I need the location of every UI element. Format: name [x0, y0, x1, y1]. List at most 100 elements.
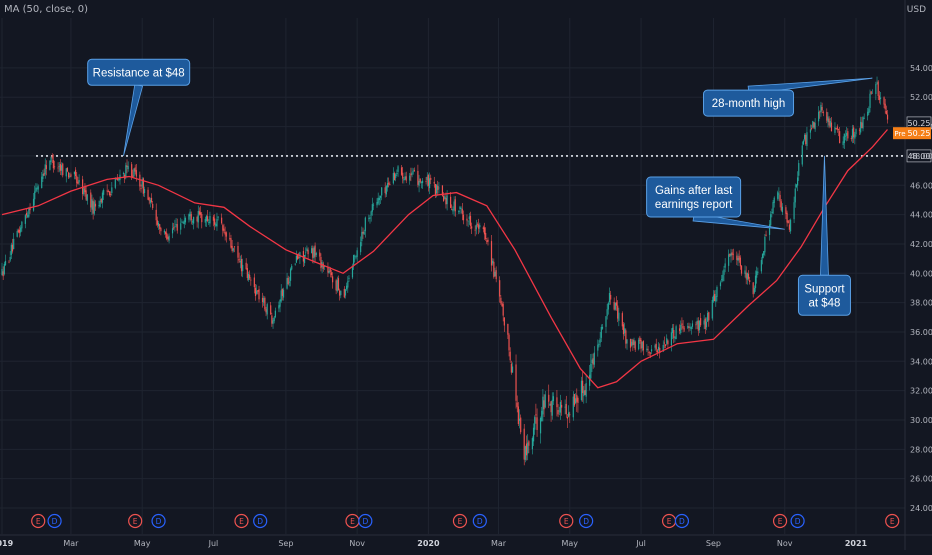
candle-body: [446, 195, 448, 205]
candle-body: [264, 297, 266, 310]
candle-body: [70, 174, 72, 177]
candle-body: [622, 324, 625, 335]
candle-body: [339, 290, 341, 296]
candle-body: [24, 215, 26, 224]
candle-body: [764, 236, 766, 253]
candle-body: [870, 91, 872, 94]
candle-body: [788, 224, 791, 230]
candle-body: [282, 289, 285, 298]
candles: [1, 76, 889, 466]
candle-body: [820, 104, 822, 113]
candle-body: [117, 177, 119, 181]
candle-body: [247, 273, 250, 281]
candle-body: [495, 270, 497, 280]
candle-body: [150, 197, 153, 203]
candle-body: [156, 220, 158, 225]
candle-body: [83, 188, 85, 195]
candle-body: [148, 197, 150, 201]
candle-body: [233, 246, 236, 248]
candle-body: [266, 304, 268, 315]
candle-body: [75, 169, 77, 177]
candle-body: [67, 172, 70, 178]
y-tick-label: 36.00: [910, 328, 932, 337]
candle-body: [344, 289, 347, 296]
candle-body: [131, 164, 133, 177]
candle-body: [678, 328, 681, 331]
candle-body: [27, 214, 29, 218]
candle-body: [830, 122, 833, 132]
candle-body: [826, 111, 828, 121]
dividend-marker-label: D: [795, 517, 801, 526]
candle-body: [731, 252, 733, 256]
candle-body: [155, 209, 157, 221]
candle-body: [322, 263, 324, 269]
candle-body: [738, 255, 740, 260]
candle-body: [829, 120, 831, 127]
candle-body: [216, 218, 218, 227]
candle-body: [682, 325, 684, 329]
candle-body: [239, 260, 241, 263]
candle-body: [140, 188, 142, 189]
candle-body: [528, 441, 530, 446]
candle-body: [468, 216, 470, 220]
candle-body: [288, 281, 290, 283]
candle-body: [18, 229, 21, 233]
candle-body: [583, 390, 585, 397]
candle-body: [337, 278, 340, 291]
candle-body: [230, 238, 232, 248]
candle-body: [729, 253, 731, 256]
candle-body: [836, 126, 838, 130]
candle-body: [564, 406, 566, 408]
candle-body: [9, 257, 11, 261]
callout-text: Resistance at $48: [93, 67, 185, 79]
candle-body: [332, 276, 334, 283]
candle-body: [535, 414, 537, 416]
y-tick-label: 38.00: [910, 299, 932, 308]
candle-body: [803, 134, 806, 140]
candle-body: [163, 230, 165, 233]
candle-body: [224, 231, 226, 235]
candle-body: [860, 121, 862, 133]
earnings-marker-label: E: [778, 517, 783, 526]
candle-body: [115, 178, 118, 180]
candle-body: [722, 274, 724, 282]
currency-label[interactable]: USD: [906, 5, 926, 15]
candle-body: [127, 166, 129, 170]
candle-body: [854, 134, 856, 139]
earnings-marker-label: E: [133, 517, 138, 526]
candle-body: [32, 198, 35, 211]
callout-pointer: [123, 83, 144, 157]
candle-body: [174, 225, 176, 227]
candle-body: [786, 212, 788, 223]
candle-body: [597, 344, 599, 351]
candle-body: [98, 205, 100, 207]
candle-body: [548, 394, 550, 402]
candle-body: [716, 287, 718, 298]
candle-body: [779, 194, 781, 202]
candle-body: [263, 298, 265, 303]
candle-body: [50, 156, 52, 162]
earnings-marker-label: E: [350, 517, 355, 526]
candle-body: [458, 210, 460, 213]
candle-body: [133, 168, 135, 177]
candle-body: [770, 214, 772, 226]
candle-body: [675, 326, 677, 339]
x-tick-label: Nov: [777, 539, 793, 548]
candle-body: [780, 201, 782, 211]
candle-body: [834, 127, 836, 133]
candle-body: [707, 312, 709, 322]
candle-body: [225, 232, 227, 237]
candle-body: [90, 192, 92, 208]
candle-body: [118, 178, 120, 181]
candle-body: [412, 171, 414, 173]
candle-body: [863, 117, 865, 119]
candle-body: [858, 129, 861, 131]
earnings-marker: [772, 513, 788, 529]
candle-body: [305, 252, 307, 254]
candle-body: [430, 177, 432, 180]
indicator-legend[interactable]: MA (50, close, 0): [4, 4, 89, 15]
